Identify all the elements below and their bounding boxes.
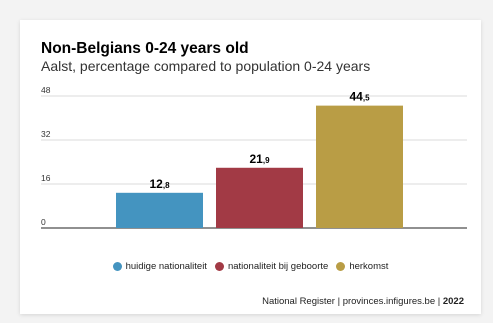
bar bbox=[116, 192, 203, 228]
legend-item: herkomst bbox=[336, 261, 388, 272]
legend-item: huidige nationaliteit bbox=[112, 261, 207, 272]
source-text: National Register | provinces.infigures.… bbox=[262, 296, 443, 307]
y-tick-label: 16 bbox=[41, 173, 51, 183]
legend-swatch bbox=[336, 262, 346, 271]
value-label: 21,9 bbox=[249, 152, 270, 166]
y-tick-label: 32 bbox=[41, 129, 51, 139]
legend-swatch bbox=[112, 262, 122, 271]
legend-label: herkomst bbox=[349, 261, 389, 272]
bar-chart: 0 16 32 48 12,8 21,9 44,5 bbox=[41, 85, 467, 229]
legend-swatch bbox=[214, 262, 224, 271]
legend-item: nationaliteit bij geboorte bbox=[214, 261, 329, 272]
bar bbox=[216, 167, 303, 228]
y-tick-label: 48 bbox=[41, 85, 51, 95]
year-text: 2022 bbox=[442, 296, 464, 307]
source-footer: National Register | provinces.infigures.… bbox=[262, 296, 464, 307]
legend: huidige nationaliteit nationaliteit bij … bbox=[20, 261, 481, 272]
chart-card: Non-Belgians 0-24 years old Aalst, perce… bbox=[20, 20, 481, 314]
chart-title: Non-Belgians 0-24 years old bbox=[41, 40, 249, 57]
chart-subtitle: Aalst, percentage compared to population… bbox=[41, 58, 371, 74]
value-label: 12,8 bbox=[149, 177, 170, 191]
legend-label: nationaliteit bij geboorte bbox=[227, 261, 329, 272]
legend-label: huidige nationaliteit bbox=[125, 261, 207, 272]
bar bbox=[316, 105, 403, 228]
value-label: 44,5 bbox=[349, 90, 370, 104]
y-tick-label: 0 bbox=[41, 217, 46, 227]
